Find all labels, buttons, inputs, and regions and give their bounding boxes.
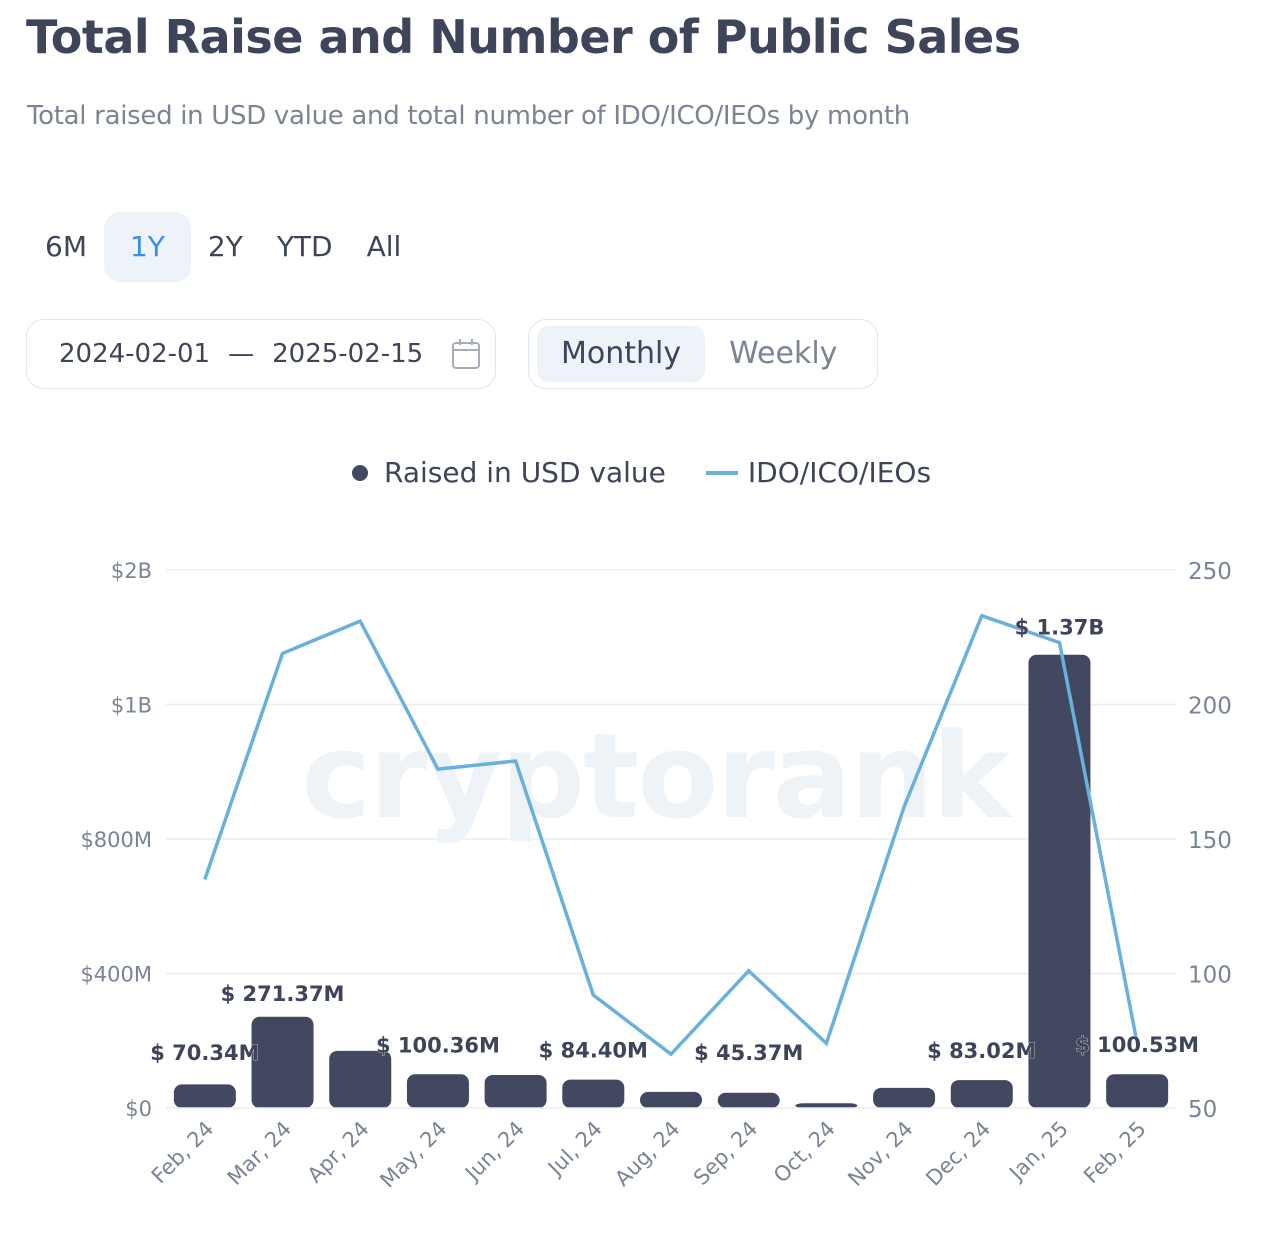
x-axis-tick-label: Aug, 24	[610, 1117, 684, 1191]
date-start[interactable]: 2024-02-01	[59, 339, 211, 369]
chart-legend: Raised in USD value IDO/ICO/IEOs	[352, 456, 931, 489]
legend-raised[interactable]: Raised in USD value	[384, 456, 666, 489]
calendar-icon[interactable]	[451, 338, 481, 370]
page-title: Total Raise and Number of Public Sales	[26, 10, 1021, 64]
bar-4	[484, 1075, 547, 1108]
tab-all[interactable]: All	[366, 230, 402, 263]
x-axis-tick-label: Jan, 25	[1003, 1117, 1073, 1187]
right-axis-tick-label: 50	[1188, 1097, 1217, 1123]
x-axis-tick-label: Oct, 24	[769, 1117, 840, 1188]
weekly-button[interactable]: Weekly	[729, 336, 838, 371]
bar-7	[717, 1092, 780, 1108]
x-axis-tick-label: Feb, 24	[147, 1117, 219, 1189]
bar-1	[251, 1016, 314, 1108]
x-axis-tick-label: Mar, 24	[223, 1117, 296, 1190]
left-axis-tick-label: $800M	[80, 828, 152, 852]
bar-data-label: $ 100.36M	[376, 1033, 500, 1057]
x-axis-tick-label: Feb, 25	[1079, 1117, 1151, 1189]
date-separator: —	[228, 339, 255, 369]
watermark-logo: cryptorank	[301, 707, 1013, 845]
bar-3	[406, 1074, 469, 1108]
right-axis-tick-label: 250	[1188, 559, 1232, 585]
bar-2	[329, 1050, 392, 1108]
left-axis-tick-label: $2B	[111, 559, 152, 583]
bar-data-label: $ 271.37M	[221, 982, 345, 1006]
bar-data-label: $ 1.37B	[1015, 616, 1105, 640]
period-tabs: 6M 1Y 2Y YTD All	[28, 212, 418, 282]
bar-0	[173, 1084, 236, 1108]
x-axis-tick-label: Jul, 24	[542, 1117, 607, 1182]
grouping-toggle: Monthly Weekly	[528, 319, 878, 389]
page-subtitle: Total raised in USD value and total numb…	[27, 101, 910, 131]
right-axis-tick-label: 200	[1188, 694, 1232, 720]
tab-6m[interactable]: 6M	[45, 230, 87, 263]
bar-data-label: $ 45.37M	[694, 1041, 803, 1065]
bar-11	[1028, 654, 1091, 1108]
left-axis-tick-label: $400M	[80, 963, 152, 987]
legend-line-icon	[705, 470, 738, 475]
left-axis-tick-label: $1B	[111, 694, 152, 718]
bar-10	[950, 1080, 1013, 1108]
tab-2y[interactable]: 2Y	[207, 230, 243, 263]
x-axis-tick-label: Nov, 24	[843, 1117, 917, 1191]
left-axis-tick-label: $0	[125, 1097, 152, 1121]
x-axis-tick-label: Dec, 24	[921, 1117, 995, 1191]
date-range-picker[interactable]: 2024-02-01 — 2025-02-15	[26, 319, 496, 389]
bar-12	[1106, 1074, 1169, 1108]
bar-data-label: $ 83.02M	[927, 1039, 1036, 1063]
right-axis-tick-label: 150	[1188, 828, 1232, 854]
bar-data-label: $ 84.40M	[539, 1039, 648, 1063]
x-axis-tick-label: Sep, 24	[689, 1117, 762, 1190]
legend-dot-icon	[352, 464, 368, 481]
bar-data-label: $ 100.53M	[1075, 1033, 1199, 1057]
monthly-button[interactable]: Monthly	[537, 326, 706, 382]
x-axis-tick-label: Apr, 24	[303, 1117, 374, 1188]
bar-6	[640, 1091, 702, 1108]
combo-chart: $0 $400M $800M $1B $2B 50 100 150 200 250 cryptora…	[80, 559, 1232, 1193]
tab-ytd[interactable]: YTD	[276, 230, 333, 263]
bar-data-label: $ 70.34M	[150, 1041, 259, 1065]
x-axis-tick-label: May, 24	[375, 1117, 451, 1193]
baseline-mask	[166, 1108, 1176, 1112]
bar-5	[562, 1079, 625, 1108]
x-axis-tick-label: Jun, 24	[459, 1117, 529, 1187]
date-end[interactable]: 2025-02-15	[272, 339, 424, 369]
tab-1y[interactable]: 1Y	[103, 212, 191, 282]
right-axis-tick-label: 100	[1188, 963, 1232, 989]
legend-ido[interactable]: IDO/ICO/IEOs	[747, 456, 932, 489]
bar-9	[873, 1087, 936, 1108]
bar-8	[795, 1103, 858, 1108]
